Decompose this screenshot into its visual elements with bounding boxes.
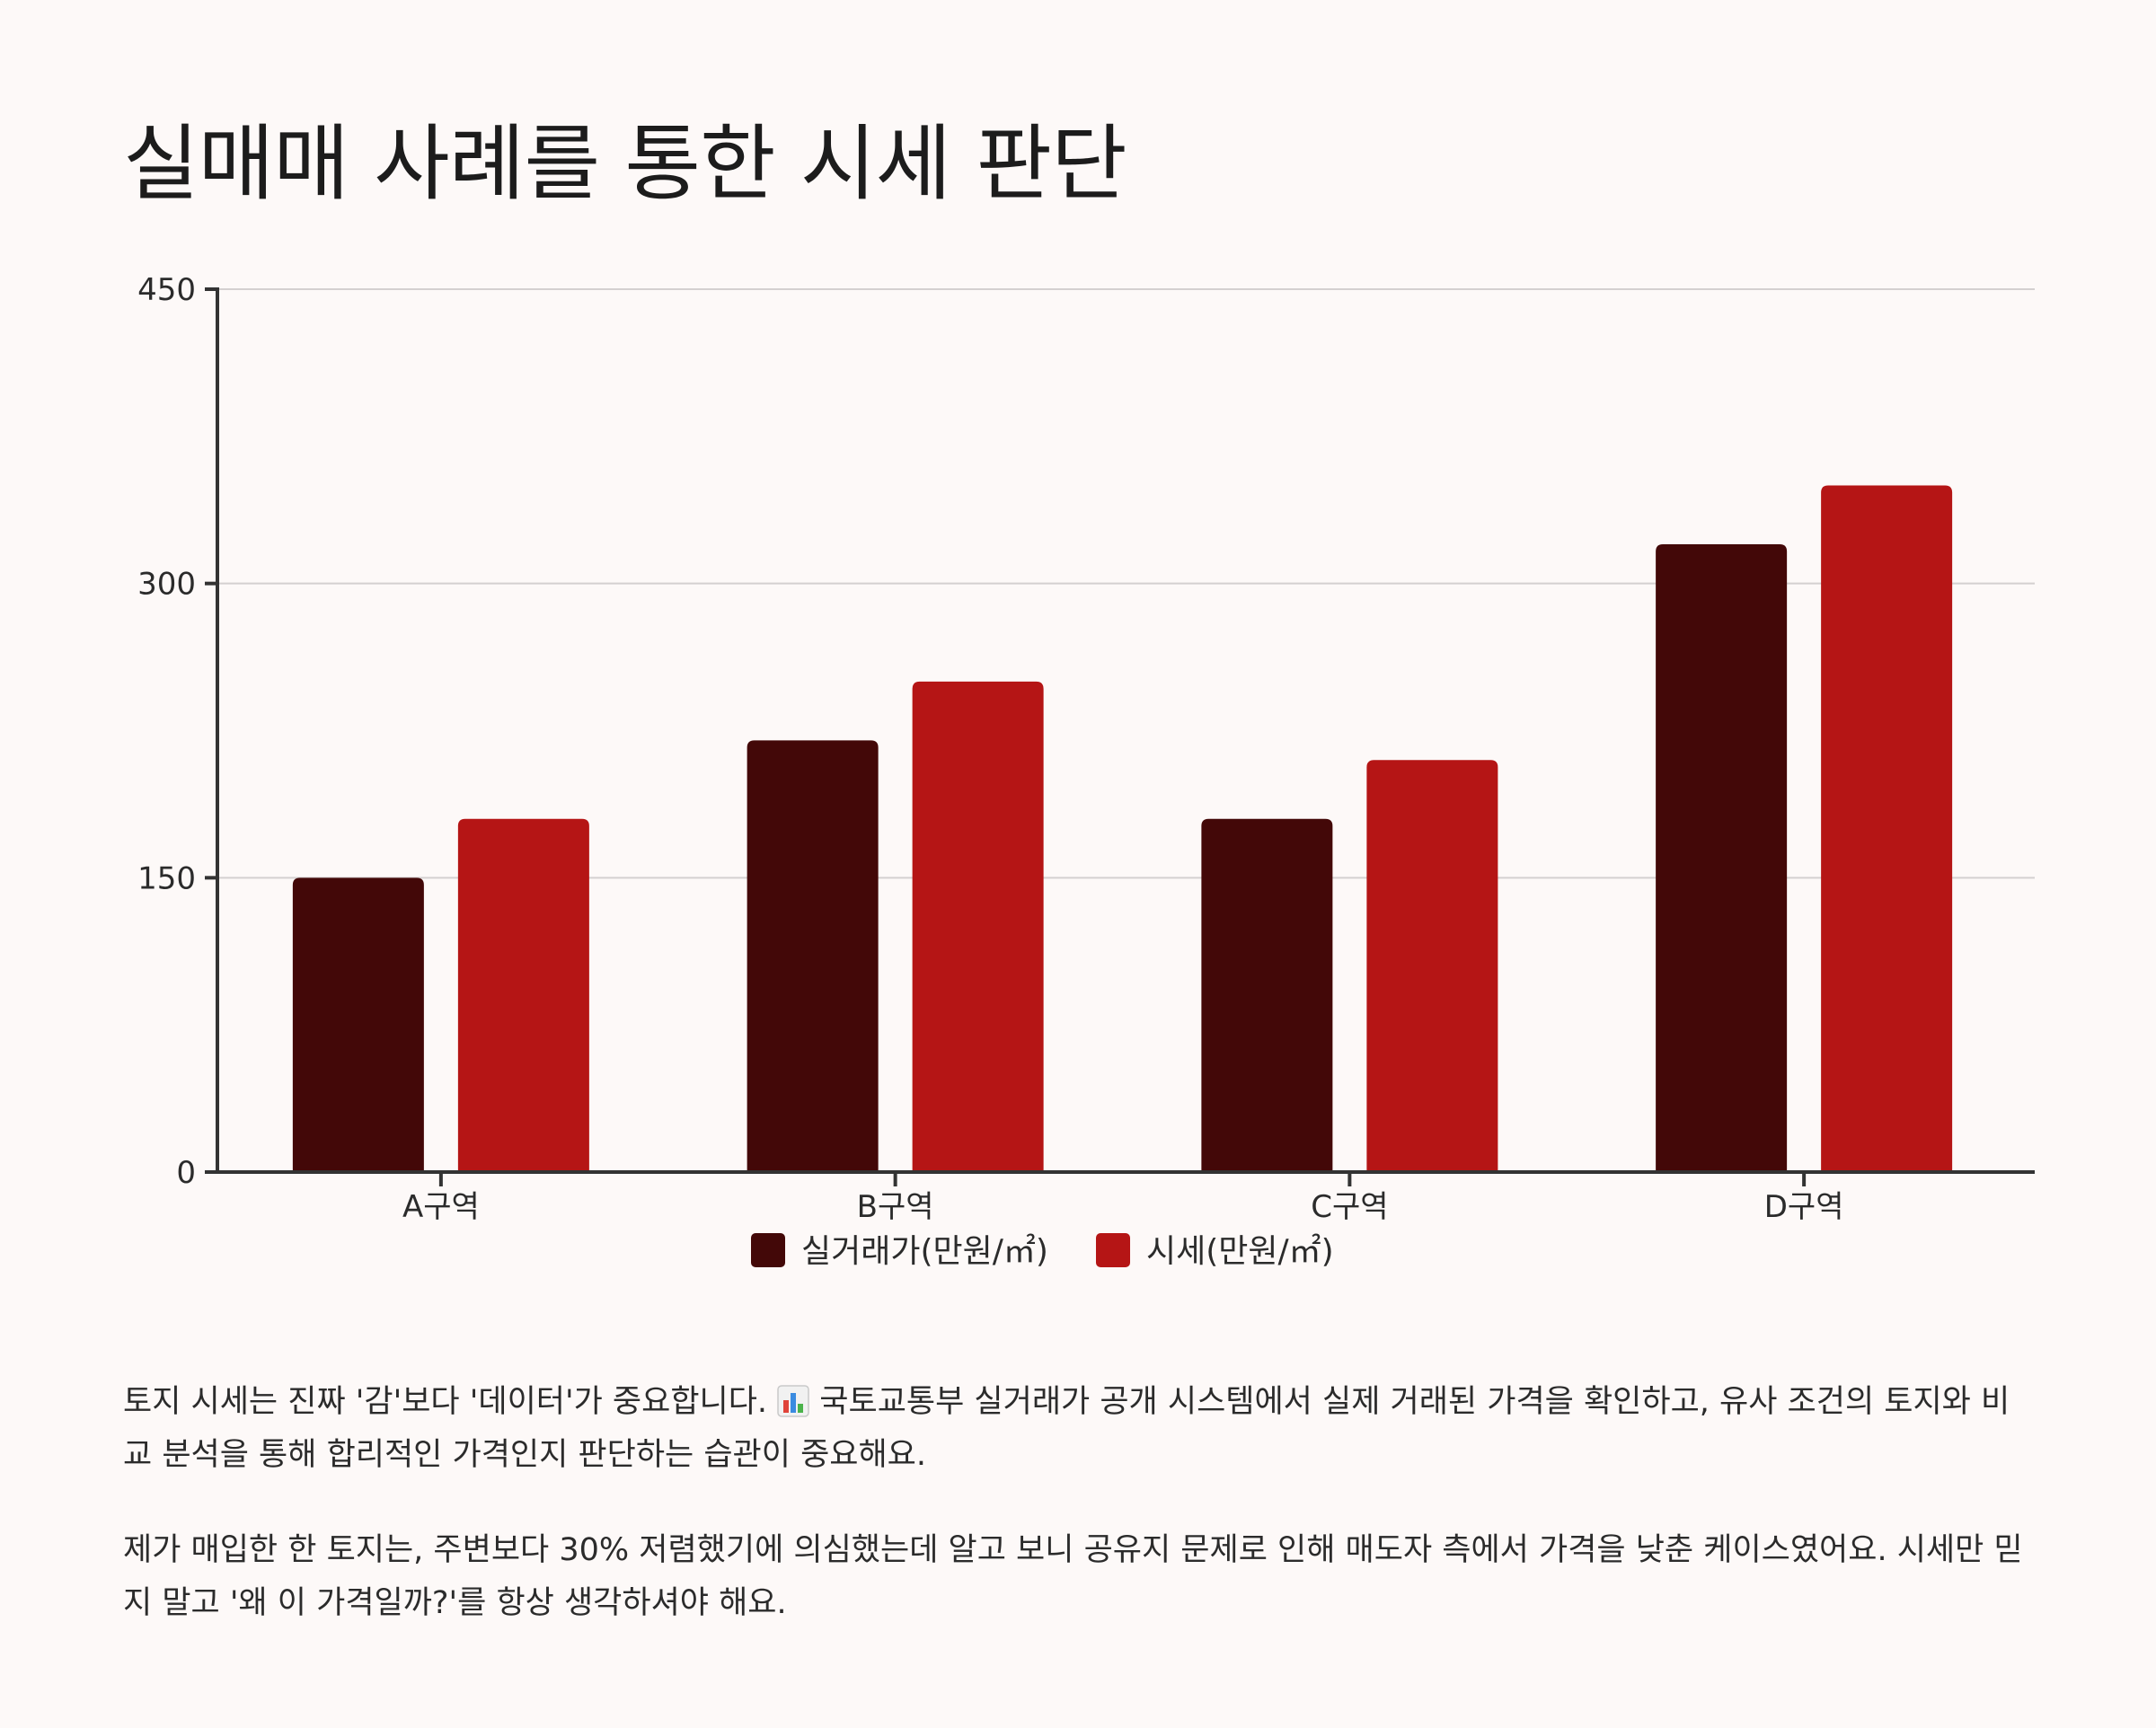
x-tick-label: B구역 xyxy=(857,1189,934,1225)
paragraph-story: 제가 매입한 한 토지는, 주변보다 30% 저렴했기에 의심했는데 알고 보니… xyxy=(123,1532,2023,1621)
legend-swatch xyxy=(751,1233,785,1267)
axes: 0 150 300 450 A구역 B구역 C구역 D구역 xyxy=(137,272,2035,1225)
y-tick-label: 300 xyxy=(137,567,196,603)
legend-label: 실거래가(만원/㎡) xyxy=(801,1232,1048,1270)
legend-swatch xyxy=(1096,1233,1130,1267)
bar-actual-2 xyxy=(1201,818,1333,1172)
bar-actual-1 xyxy=(747,740,879,1172)
paragraph-intro-text-start: 토지 시세는 진짜 '감'보다 '데이터'가 중요합니다. xyxy=(123,1384,778,1420)
bar-chart: 0 150 300 450 A구역 B구역 C구역 D구역 실거래가(만원/㎡) 시세(만원/㎡… xyxy=(137,272,2035,1270)
y-tick-label: 450 xyxy=(137,272,196,308)
y-tick-label: 150 xyxy=(137,860,196,896)
page-title: 실매매 사례를 통한 시세 판단 xyxy=(123,116,1127,212)
x-tick-label: C구역 xyxy=(1311,1189,1388,1225)
bar-actual-3 xyxy=(1656,543,1788,1172)
legend: 실거래가(만원/㎡) 시세(만원/㎡) xyxy=(751,1232,1334,1270)
bar-market-0 xyxy=(457,818,589,1172)
bar-chart-emoji-icon xyxy=(777,1381,809,1417)
bar-market-3 xyxy=(1821,485,1953,1172)
paragraph-intro-text-end: 국토교통부 실거래가 공개 시스템에서 실제 거래된 가격을 확인하고, 유사 … xyxy=(123,1384,2010,1473)
bar-market-2 xyxy=(1366,760,1498,1172)
paragraph-intro: 토지 시세는 진짜 '감'보다 '데이터'가 중요합니다. 국토교통부 실거래가… xyxy=(123,1376,2037,1482)
y-tick-label: 0 xyxy=(176,1155,196,1191)
bars xyxy=(292,485,1953,1172)
bar-market-1 xyxy=(912,681,1044,1172)
bar-actual-0 xyxy=(292,877,424,1172)
x-tick-label: A구역 xyxy=(402,1189,480,1225)
x-tick-label: D구역 xyxy=(1764,1189,1844,1225)
legend-label: 시세(만원/㎡) xyxy=(1146,1232,1334,1270)
